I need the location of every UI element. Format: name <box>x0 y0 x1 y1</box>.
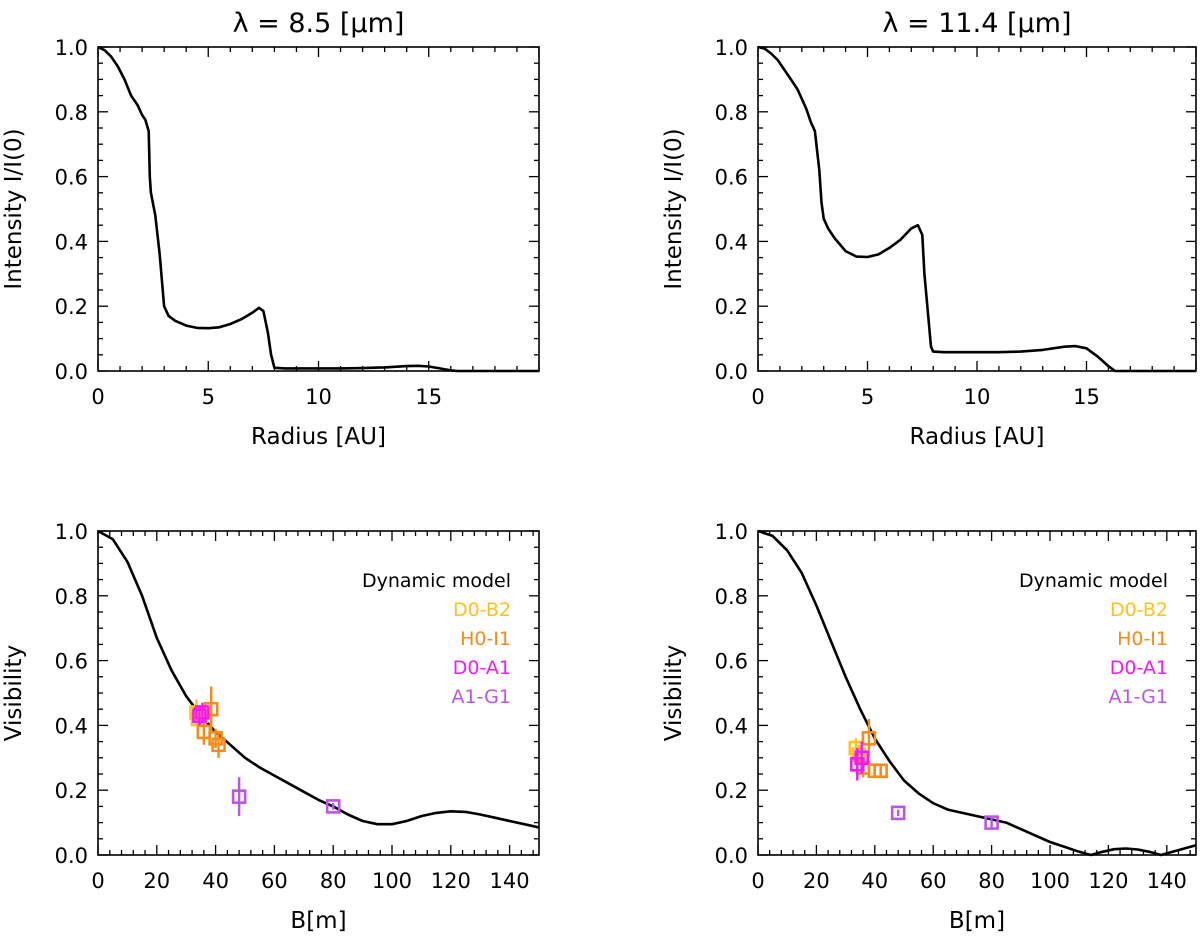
x-tick-label: 15 <box>415 385 442 409</box>
x-tick-label: 10 <box>964 385 991 409</box>
visibility-panel-11-4: 0 20 40 60 80 100 120 140 0.0 0.2 0.4 0.6 0.8 1.0 B[m]… <box>661 520 1197 934</box>
x-tick-label: 20 <box>143 869 170 893</box>
y-tick-label: 0.6 <box>715 650 748 674</box>
intensity-panel-11-4: 0 5 10 15 0.0 0.2 0.4 0.6 0.8 1.0 Radius [AU] Inten… <box>661 8 1197 450</box>
data-point <box>211 737 226 753</box>
legend-entry: A1-G1 <box>1109 686 1168 708</box>
data-point <box>984 815 999 830</box>
y-tick-label: 0.6 <box>55 166 88 190</box>
legend-title: Dynamic model <box>1019 570 1168 592</box>
chart-title: λ = 8.5 [μm] <box>233 8 405 39</box>
x-tick-label: 60 <box>261 869 288 893</box>
x-tick-label: 10 <box>305 385 332 409</box>
y-tick-label: 0.2 <box>55 779 88 803</box>
data-point <box>873 763 888 779</box>
x-tick-label: 100 <box>1030 869 1070 893</box>
legend-entry: D0-B2 <box>1110 599 1168 621</box>
legend-entry: D0-B2 <box>453 599 511 621</box>
y-tick-label: 0.4 <box>715 230 748 254</box>
series-line-dynamic-model <box>98 45 539 373</box>
y-tick-label: 0.6 <box>715 166 748 190</box>
series-line-dynamic-model <box>758 45 1196 373</box>
x-tick-label: 0 <box>91 869 104 893</box>
x-tick-label: 40 <box>202 869 229 893</box>
x-tick-label: 120 <box>1088 869 1128 893</box>
legend-entry: D0-A1 <box>453 657 511 679</box>
y-tick-label: 0.0 <box>55 844 88 868</box>
x-tick-label: 40 <box>861 869 888 893</box>
y-tick-label: 0.8 <box>55 101 88 125</box>
y-tick-label: 0.2 <box>715 779 748 803</box>
y-axis-label: Visibility <box>661 645 687 741</box>
y-tick-label: 1.0 <box>55 36 88 60</box>
y-tick-label: 0.2 <box>55 295 88 319</box>
x-tick-label: 5 <box>861 385 874 409</box>
chart-title: λ = 11.4 [μm] <box>882 8 1071 39</box>
x-tick-label: 120 <box>431 869 471 893</box>
plot-frame <box>97 46 540 372</box>
x-tick-label: 60 <box>920 869 947 893</box>
y-tick-label: 0.0 <box>715 360 748 384</box>
y-tick-label: 0.4 <box>715 714 748 738</box>
data-point <box>890 805 906 821</box>
x-tick-label: 140 <box>490 869 530 893</box>
data-point <box>854 750 869 766</box>
plot-frame <box>757 46 1197 372</box>
data-point <box>195 705 210 720</box>
x-tick-label: 20 <box>803 869 830 893</box>
x-tick-label: 140 <box>1147 869 1187 893</box>
x-tick-label: 0 <box>91 385 104 409</box>
x-tick-label: 0 <box>751 385 764 409</box>
x-axis-label: B[m] <box>949 908 1005 934</box>
series-line-dynamic-model <box>98 529 539 829</box>
legend-title: Dynamic model <box>362 570 511 592</box>
x-tick-label: 80 <box>320 869 347 893</box>
y-tick-label: 1.0 <box>715 520 748 544</box>
y-axis-label: Intensity I/I(0) <box>661 128 687 289</box>
y-tick-label: 0.0 <box>715 844 748 868</box>
y-axis-label: Visibility <box>1 645 27 741</box>
x-tick-label: 5 <box>202 385 215 409</box>
data-point <box>192 708 207 723</box>
y-tick-label: 1.0 <box>715 36 748 60</box>
y-tick-label: 0.0 <box>55 360 88 384</box>
x-tick-label: 0 <box>751 869 764 893</box>
y-tick-label: 0.8 <box>715 585 748 609</box>
x-axis-label: B[m] <box>290 908 346 934</box>
y-tick-label: 1.0 <box>55 520 88 544</box>
y-tick-label: 0.8 <box>715 101 748 125</box>
y-tick-label: 0.4 <box>55 230 88 254</box>
visibility-panel-8-5: 0 20 40 60 80 100 120 140 0.0 0.2 0.4 0.6 0.8 1.0 B[m]… <box>1 520 540 934</box>
legend-entry: A1-G1 <box>452 686 511 708</box>
x-tick-label: 15 <box>1073 385 1100 409</box>
y-tick-label: 0.8 <box>55 585 88 609</box>
x-tick-label: 100 <box>372 869 412 893</box>
data-point <box>231 789 247 804</box>
legend-entry: H0-I1 <box>460 628 511 650</box>
y-tick-label: 0.2 <box>715 295 748 319</box>
x-axis-label: Radius [AU] <box>910 424 1045 450</box>
y-axis-label: Intensity I/I(0) <box>1 128 27 289</box>
x-tick-label: 80 <box>978 869 1005 893</box>
x-axis-label: Radius [AU] <box>251 424 386 450</box>
data-point <box>861 731 877 746</box>
legend-entry: H0-I1 <box>1117 628 1168 650</box>
y-tick-label: 0.6 <box>55 650 88 674</box>
intensity-panel-8-5: 0 5 10 15 0.0 0.2 0.4 0.6 0.8 1.0 Radius [AU] Inten… <box>1 8 540 450</box>
data-point <box>325 799 341 814</box>
y-tick-label: 0.4 <box>55 714 88 738</box>
legend-entry: D0-A1 <box>1110 657 1168 679</box>
